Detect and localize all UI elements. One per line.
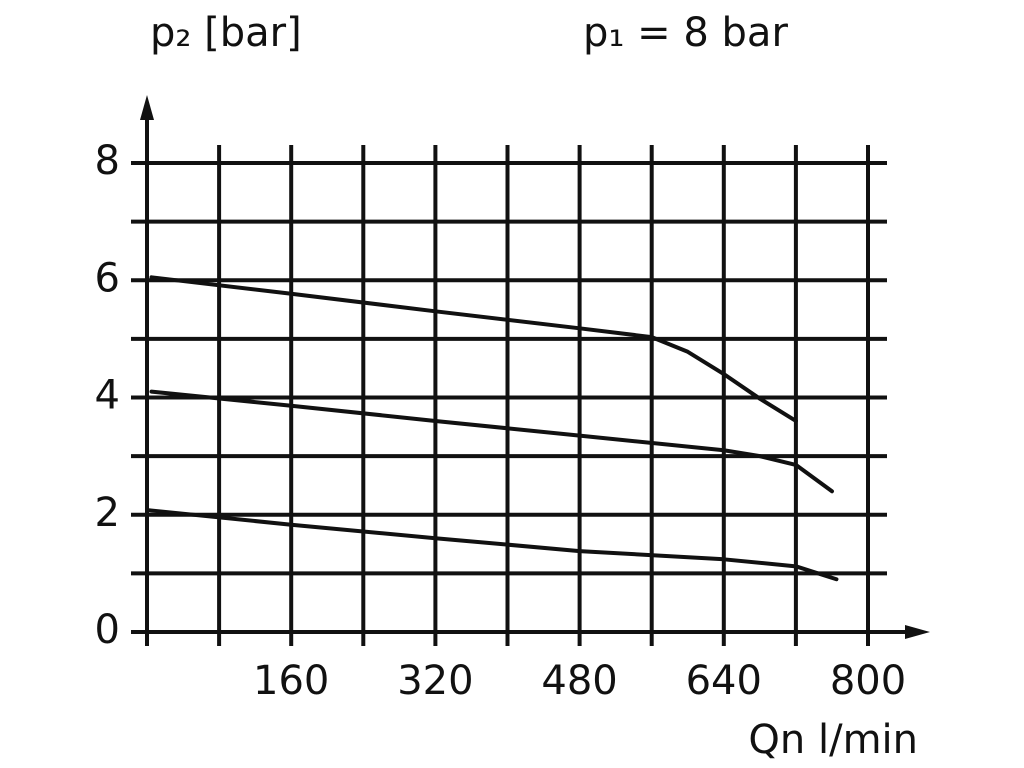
x-tick-label: 800 [830, 658, 906, 704]
y-tick-label: 4 [95, 373, 120, 419]
x-axis-label: Qn l/min [748, 717, 918, 763]
y-tick-label: 2 [95, 490, 120, 536]
y-tick-label: 6 [95, 255, 120, 301]
x-axis-arrow [905, 625, 930, 639]
x-tick-label: 160 [253, 658, 329, 704]
x-tick-label: 320 [397, 658, 473, 704]
chart-title: p₁ = 8 bar [583, 10, 788, 56]
line-series [149, 389, 834, 494]
y-axis-label: p₂ [bar] [150, 10, 302, 56]
y-tick-label: 8 [95, 138, 120, 184]
x-tick-label: 640 [686, 658, 762, 704]
x-tick-label: 480 [541, 658, 617, 704]
y-axis-arrow [140, 95, 154, 120]
line-series [149, 275, 798, 423]
y-tick-label: 0 [95, 607, 120, 653]
line-series [145, 508, 839, 582]
